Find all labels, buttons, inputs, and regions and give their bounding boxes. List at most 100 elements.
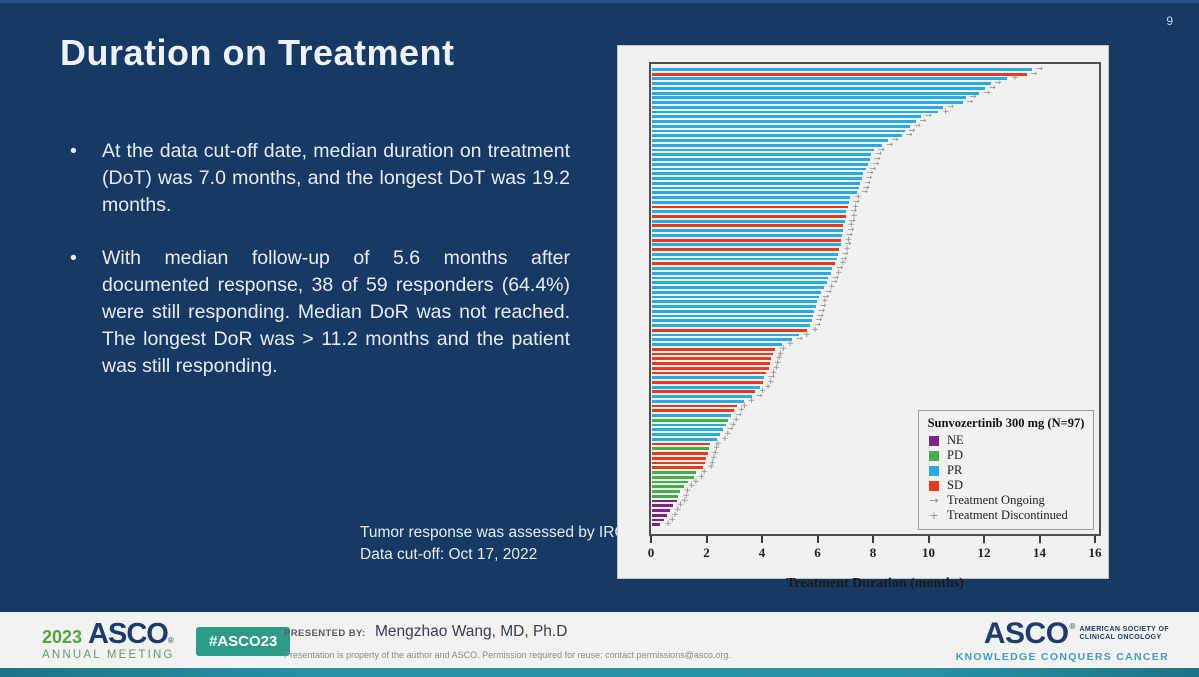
x-axis-tick-label: 10 (922, 545, 935, 560)
chart-legend: Sunvozertinib 300 mg (N=97) NE PD PR SD → Tre… (918, 410, 1094, 530)
ongoing-arrow-icon: → (848, 215, 856, 225)
patient-bar-pr (652, 143, 883, 147)
patient-bar-pr (652, 105, 944, 109)
ongoing-arrow-icon: → (969, 92, 977, 102)
patient-bar-pr (652, 414, 732, 417)
patient-bar-pd (652, 480, 689, 484)
discontinued-plus-icon: + (680, 495, 689, 506)
discontinued-plus-icon: + (668, 514, 677, 525)
ongoing-arrow-icon: → (819, 301, 827, 311)
discontinued-plus-icon: + (828, 282, 836, 293)
x-axis-tick-label: 14 (1033, 545, 1046, 560)
ongoing-arrow-icon: → (850, 206, 857, 216)
ongoing-arrow-icon: → (822, 291, 830, 301)
ongoing-arrow-icon: → (983, 87, 991, 97)
patient-bar-pr (652, 200, 850, 204)
ongoing-arrow-icon: → (825, 286, 832, 296)
discontinued-plus-icon: + (767, 376, 775, 387)
presented-by-block: PRESENTED BY: Mengzhao Wang, MD, Ph.D Pr… (284, 623, 731, 660)
patient-bar-pr (652, 186, 859, 190)
legend-label: NE (947, 433, 964, 447)
ongoing-arrow-icon: → (844, 239, 852, 249)
bullet-list: At the data cut-off date, median duratio… (62, 138, 570, 406)
discontinued-plus-icon: + (779, 343, 788, 354)
patient-bar-pr (652, 309, 815, 313)
patient-bar-pr (652, 219, 845, 223)
legend-label: PR (947, 463, 963, 477)
patient-bar-pr (652, 153, 872, 157)
patient-bar-sd (652, 371, 766, 375)
x-axis-tick (1094, 536, 1096, 543)
patient-bar-ne (652, 499, 677, 503)
discontinued-plus-icon: + (844, 234, 853, 245)
discontinued-plus-icon: + (772, 362, 781, 373)
patient-bar-pr (652, 385, 761, 389)
patient-bar-pd (652, 447, 709, 451)
patient-bar-pr (652, 91, 980, 95)
discontinued-plus-icon: + (834, 267, 843, 278)
x-axis-title: Treatment Duration (months) (786, 576, 964, 591)
footnote-line: Data cut-off: Oct 17, 2022 (360, 546, 538, 563)
discontinued-plus-icon: + (740, 400, 749, 411)
patient-bar-pr (652, 191, 858, 195)
ongoing-arrow-icon: → (929, 494, 939, 507)
patient-bar-sd (652, 238, 841, 242)
discontinued-plus-icon: + (839, 258, 847, 269)
bullet-item: At the data cut-off date, median duratio… (62, 138, 570, 219)
legend-label: Treatment Discontinued (947, 508, 1068, 522)
legend-label: SD (947, 478, 963, 492)
meeting-year: 2023 (42, 627, 83, 647)
ongoing-arrow-icon: → (814, 320, 821, 330)
ongoing-arrow-icon: → (891, 135, 899, 145)
patient-bar-sd (652, 362, 770, 365)
patient-bar-sd (652, 452, 708, 455)
asco-wordmark: ASCO (983, 617, 1069, 650)
patient-bar-sd (652, 380, 763, 384)
discontinued-plus-icon: + (776, 348, 785, 359)
patient-bar-pr (652, 162, 869, 166)
patient-bar-pr (652, 229, 844, 233)
ongoing-arrow-icon: → (919, 116, 927, 126)
patient-bar-pr (652, 252, 838, 256)
patient-bar-pr (652, 300, 818, 304)
footnote-line: Tumor response was assessed by IRC (360, 524, 626, 541)
ongoing-arrow-icon: → (1036, 64, 1043, 73)
asco-society-line: AMERICAN SOCIETY OF (1079, 625, 1169, 633)
x-axis-tick-label: 2 (703, 545, 710, 560)
x-axis-tick-label: 0 (647, 545, 655, 560)
ongoing-arrow-icon: → (796, 334, 803, 344)
ongoing-arrow-icon: → (875, 149, 882, 159)
discontinued-plus-icon: + (803, 329, 811, 340)
patient-bar-pr (652, 423, 726, 427)
discontinued-plus-icon: + (851, 201, 860, 212)
patient-bar-sd (652, 205, 848, 209)
discontinued-plus-icon: + (708, 457, 717, 468)
discontinued-plus-icon: + (674, 505, 682, 516)
patient-bar-ne (652, 504, 673, 508)
presented-by-label: PRESENTED BY: (284, 628, 366, 639)
patient-bar-ne (652, 509, 671, 512)
discontinued-plus-icon: + (764, 381, 772, 392)
patient-bar-sd (652, 224, 844, 228)
ongoing-arrow-icon: → (914, 120, 921, 130)
discontinued-plus-icon: + (664, 519, 672, 530)
patient-bar-sd (652, 352, 773, 356)
patient-bar-pr (652, 281, 827, 285)
patient-bar-pr (652, 158, 870, 161)
discontinued-plus-icon: + (929, 509, 939, 522)
patient-bar-pr (652, 210, 847, 214)
page-number: 9 (1166, 14, 1173, 28)
discontinued-plus-icon: + (769, 367, 778, 378)
legend-label: Treatment Ongoing (947, 493, 1045, 507)
legend-title: Sunvozertinib 300 mg (N=97) (927, 416, 1085, 430)
ongoing-arrow-icon: → (886, 139, 894, 149)
patient-bar-sd (652, 72, 1027, 76)
meeting-subtitle: ANNUAL MEETING (42, 649, 175, 661)
discontinued-plus-icon: + (676, 500, 685, 511)
ongoing-arrow-icon: → (869, 163, 877, 173)
x-axis-tick-label: 12 (977, 545, 991, 560)
patient-bar-pr (652, 68, 1033, 71)
discontinued-plus-icon: + (683, 486, 692, 497)
ongoing-arrow-icon: → (861, 187, 869, 197)
patient-bar-sd (652, 357, 772, 361)
